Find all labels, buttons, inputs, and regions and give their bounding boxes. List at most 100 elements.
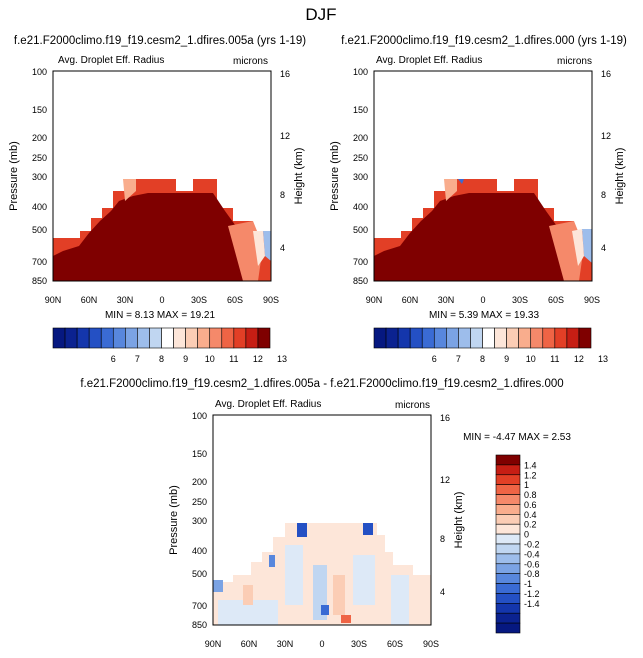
panel-1-colorbar: 6 7 8 9 10 11 12 13 [52, 327, 287, 364]
panel-1-ytick-400: 400 [32, 202, 47, 212]
colorbar-label: -1 [524, 579, 532, 589]
colorbar-label: 0.4 [524, 510, 537, 520]
colorbar-box [482, 327, 495, 349]
colorbar-box [397, 327, 411, 349]
colorbar-box [495, 484, 521, 495]
colorbar-box [385, 327, 399, 349]
panel-3-xtick-90N: 90N [205, 639, 222, 649]
panel-3-patch-i [363, 523, 373, 535]
panel-3-ytick-300: 300 [192, 516, 207, 526]
panel-3-patch-m [213, 580, 223, 592]
colorbar-box [233, 327, 247, 349]
colorbar-box [518, 327, 532, 349]
colorbar-box [495, 454, 521, 466]
panel-2-ytick-150: 150 [353, 105, 368, 115]
panel-3-y-ticks: 100 150 200 250 300 400 500 700 850 [192, 411, 207, 630]
colorbar-label: -1.2 [524, 589, 540, 599]
colorbar-box [433, 327, 447, 349]
colorbar-box [137, 327, 150, 349]
panel-3-x-ticks: 90N 60N 30N 0 30S 60S 90S [205, 639, 439, 649]
colorbar-label: 11 [550, 354, 559, 364]
colorbar-box [495, 622, 521, 634]
colorbar-label: 1 [524, 480, 529, 490]
panel-2-xtick-0: 0 [480, 295, 485, 305]
colorbar-box [197, 327, 211, 349]
panel-2-y2tick-16: 16 [601, 69, 611, 79]
colorbar-label: 10 [526, 354, 536, 364]
colorbar-label: -0.2 [524, 540, 540, 550]
panel-2-y2-ticks: 16 12 8 4 [601, 69, 611, 253]
panel-2-light-patch-nh [444, 179, 457, 201]
panel-3-xtick-60N: 60N [241, 639, 258, 649]
colorbar-box [149, 327, 162, 349]
panel-2-variable: Avg. Droplet Eff. Radius [376, 55, 482, 66]
colorbar-box [495, 553, 521, 565]
panel-1-y2tick-16: 16 [280, 69, 290, 79]
panel-2-xtick-30N: 30N [438, 295, 455, 305]
colorbar-box [470, 327, 483, 349]
panel-1-xtick-0: 0 [159, 295, 164, 305]
colorbar-box [554, 327, 568, 349]
colorbar-label: 11 [229, 354, 238, 364]
panel-1-y2-ticks: 16 12 8 4 [280, 69, 290, 253]
panel-3-colorbar: 1.41.210.80.60.40.20-0.2-0.4-0.6-0.8-1-1… [495, 454, 540, 634]
panel-3-ytick-250: 250 [192, 497, 207, 507]
colorbar-box [458, 327, 471, 349]
panel-3-xtick-30N: 30N [277, 639, 294, 649]
colorbar-box [494, 327, 507, 349]
panel-3-patch-h [297, 523, 307, 537]
colorbar-box [64, 327, 78, 349]
panel-2-y-ticks: 100 150 200 250 300 400 500 700 850 [353, 67, 368, 286]
panel-3-xtick-90S: 90S [423, 639, 439, 649]
colorbar-label: -1.4 [524, 599, 540, 609]
colorbar-box [566, 327, 580, 349]
panel-2-units: microns [557, 56, 592, 67]
colorbar-label: -0.6 [524, 559, 540, 569]
colorbar-label: 9 [504, 354, 509, 364]
panel-2-xtick-60N: 60N [402, 295, 419, 305]
panel-3: f.e21.F2000climo.f19_f19.cesm2_1.dfires.… [80, 378, 571, 649]
panel-3-y2-ticks: 16 12 8 4 [440, 413, 450, 597]
colorbar-box [373, 327, 387, 349]
panel-1-xtick-30S: 30S [191, 295, 207, 305]
panel-2-y2tick-4: 4 [601, 243, 606, 253]
colorbar-label: 7 [135, 354, 140, 364]
panel-2-y2tick-12: 12 [601, 131, 611, 141]
panel-3-y2tick-4: 4 [440, 587, 445, 597]
colorbar-box [495, 474, 521, 485]
panel-1-ytick-150: 150 [32, 105, 47, 115]
panel-1-x-ticks: 90N 60N 30N 0 30S 60S 90S [45, 295, 279, 305]
panel-2-ytick-700: 700 [353, 257, 368, 267]
panel-2-x-ticks: 90N 60N 30N 0 30S 60S 90S [366, 295, 600, 305]
panel-3-field [213, 415, 431, 625]
panel-2-ytick-500: 500 [353, 225, 368, 235]
panel-2-ylabel: Pressure (mb) [329, 141, 341, 211]
colorbar-box [446, 327, 459, 349]
panel-1-white-patch [253, 231, 265, 266]
panel-2-xtick-90N: 90N [366, 295, 383, 305]
panel-3-ytick-850: 850 [192, 620, 207, 630]
colorbar-box [125, 327, 138, 349]
panel-3-xtick-60S: 60S [387, 639, 403, 649]
panel-3-xtick-30S: 30S [351, 639, 367, 649]
panel-2-white-patch [572, 229, 584, 266]
panel-1-y2tick-8: 8 [280, 190, 285, 200]
colorbar-box [76, 327, 90, 349]
panel-1-ytick-100: 100 [32, 67, 47, 77]
panel-1-frame [52, 70, 272, 282]
colorbar-box [221, 327, 235, 349]
colorbar-box [421, 327, 435, 349]
colorbar-label: 1.4 [524, 460, 537, 470]
colorbar-label: 10 [205, 354, 215, 364]
panel-2-xtick-90S: 90S [584, 295, 600, 305]
colorbar-box [542, 327, 556, 349]
colorbar-box [52, 327, 66, 349]
panel-2-frame [373, 70, 593, 282]
panel-3-title: f.e21.F2000climo.f19_f19.cesm2_1.dfires.… [80, 378, 563, 390]
colorbar-box [495, 612, 521, 624]
colorbar-label: 8 [159, 354, 164, 364]
panel-3-patch-b [285, 545, 303, 605]
colorbar-label: 9 [183, 354, 188, 364]
colorbar-box [495, 563, 521, 574]
